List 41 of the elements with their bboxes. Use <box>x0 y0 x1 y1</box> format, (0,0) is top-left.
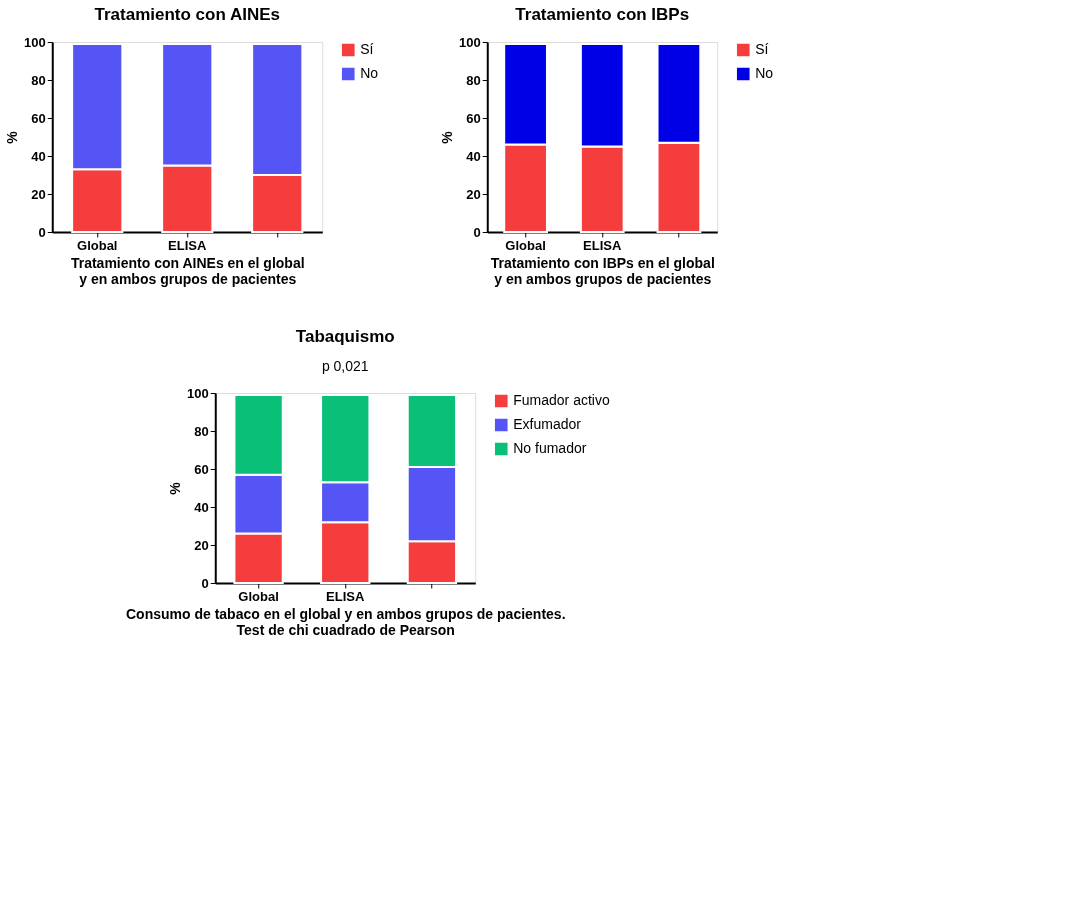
x-tick-label: ELISA <box>583 237 622 253</box>
y-tick-label: 60 <box>466 110 481 126</box>
x-tick-label: Global <box>238 588 279 604</box>
legend-label: No fumador <box>513 440 587 456</box>
y-tick-label: 100 <box>459 34 481 50</box>
y-tick-label: 40 <box>466 148 481 164</box>
x-axis-title: Tratamiento con IBPs en el global y en ambos grupos de pacientes <box>490 254 715 287</box>
y-tick-label: 100 <box>187 385 209 401</box>
x-tick-label: Global <box>505 237 546 253</box>
y-tick-label: 20 <box>31 186 46 202</box>
x-tick-label: ELISA <box>326 588 365 604</box>
y-tick-label: 60 <box>194 461 209 477</box>
legend-label: Exfumador <box>513 416 582 432</box>
y-tick-label: 80 <box>31 72 46 88</box>
chart-title: Tabaquismo <box>295 327 395 346</box>
y-tick-label: 0 <box>201 575 209 591</box>
y-tick-label: 40 <box>194 499 209 515</box>
chart-title: Tratamiento con IBPs <box>515 5 690 24</box>
y-axis-title: % <box>167 481 184 495</box>
legend-label: No <box>360 65 379 81</box>
y-tick-label: 20 <box>466 186 481 202</box>
chart-title: Tratamiento con AINEs <box>94 5 280 24</box>
legend-label: Sí <box>755 41 769 57</box>
x-axis-title: Consumo de tabaco en el global y en ambos grupos de pacientes. Test de chi cuadrado de Pearson <box>125 605 566 638</box>
y-tick-label: 20 <box>194 537 209 553</box>
x-tick-label: ELISA <box>168 237 207 253</box>
y-tick-label: 0 <box>38 224 46 240</box>
y-axis-title: % <box>439 130 456 144</box>
y-tick-label: 40 <box>31 148 46 164</box>
legend-label: Sí <box>360 41 374 57</box>
y-tick-label: 80 <box>466 72 481 88</box>
y-tick-label: 60 <box>31 110 46 126</box>
y-tick-label: 0 <box>473 224 481 240</box>
x-tick-label: Global <box>77 237 118 253</box>
legend-label: Fumador activo <box>513 392 610 408</box>
y-tick-label: 80 <box>194 423 209 439</box>
legend-label: No <box>755 65 774 81</box>
x-axis-title: Tratamiento con AINEs en el global y en ambos grupos de pacientes <box>70 254 305 287</box>
y-tick-label: 100 <box>24 34 46 50</box>
text: p 0,021 <box>321 358 369 374</box>
y-axis-title: % <box>4 130 21 144</box>
